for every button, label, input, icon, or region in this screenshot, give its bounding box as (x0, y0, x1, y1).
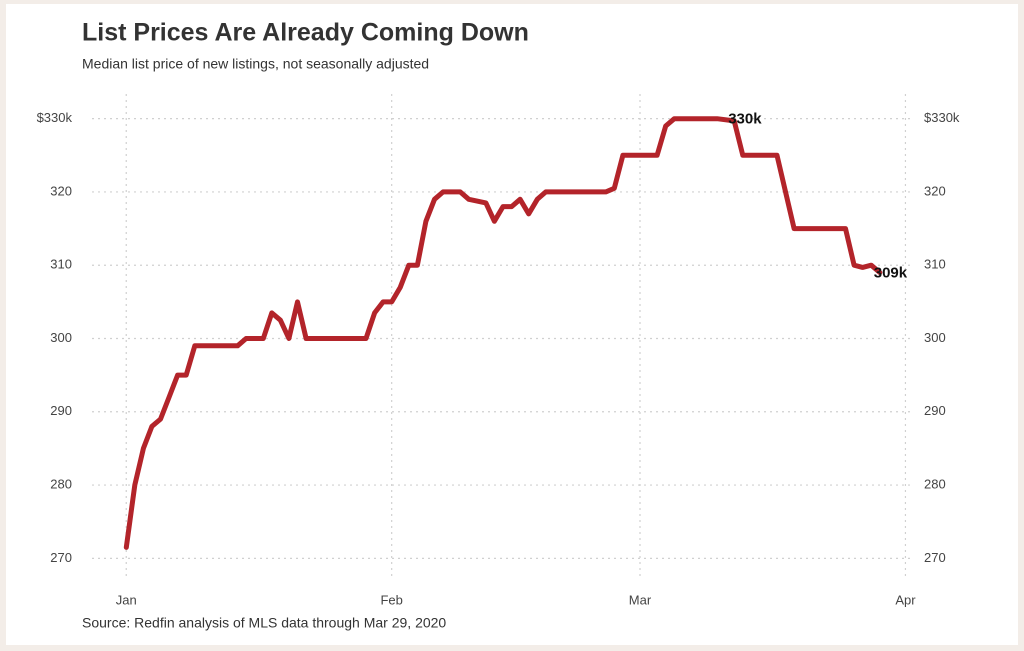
line (123, 116, 883, 550)
chart-source: Source: Redfin analysis of MLS data thro… (82, 615, 446, 631)
chart-subtitle: Median list price of new listings, not s… (82, 56, 429, 72)
y-tick-label: 320 (50, 183, 72, 198)
y2-tick-label: 310 (924, 257, 946, 272)
x-tick-label: Mar (629, 592, 652, 607)
y2-tick-label: 300 (924, 330, 946, 345)
annotation: 330k (728, 111, 762, 128)
y2-tick-label: 270 (924, 550, 946, 565)
card: List Prices Are Already Coming Down Medi… (6, 4, 1018, 645)
y2-tick-label: 290 (924, 403, 946, 418)
y-tick-label: 300 (50, 330, 72, 345)
annotation: 309k (874, 265, 908, 282)
y2-tick-label: 320 (924, 183, 946, 198)
y2-tick-label: 280 (924, 477, 946, 492)
y-tick-label: 290 (50, 403, 72, 418)
x-tick-label: Feb (380, 592, 402, 607)
y-tick-label: 280 (50, 477, 72, 492)
y2-tick-label: $330k (924, 110, 960, 125)
y-tick-label: 310 (50, 257, 72, 272)
x-tick-label: Apr (895, 592, 916, 607)
y-tick-label: 270 (50, 550, 72, 565)
chart: List Prices Are Already Coming Down Medi… (37, 19, 960, 631)
y-tick-label: $330k (37, 110, 73, 125)
chart-title: List Prices Are Already Coming Down (82, 19, 529, 47)
x-tick-label: Jan (116, 592, 137, 607)
